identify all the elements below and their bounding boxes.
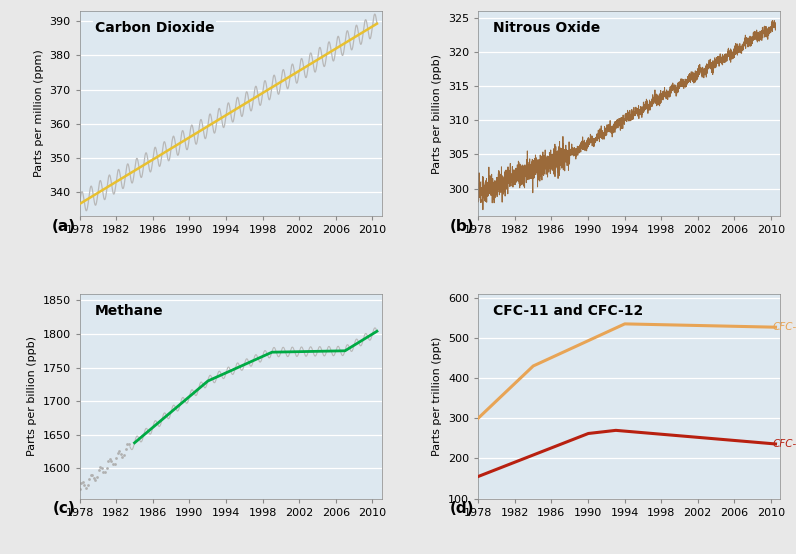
Point: [80, 483, 92, 492]
Point: [94, 462, 107, 471]
Point: [78, 481, 91, 490]
Point: [73, 484, 86, 493]
Text: Nitrous Oxide: Nitrous Oxide: [494, 21, 600, 35]
Text: Methane: Methane: [95, 304, 163, 318]
Point: [119, 445, 132, 454]
Point: [121, 440, 134, 449]
Point: [102, 457, 115, 466]
Point: [123, 440, 135, 449]
Point: [108, 459, 121, 468]
Point: [105, 457, 118, 466]
Text: CFC-11 and CFC-12: CFC-11 and CFC-12: [494, 304, 643, 318]
Point: [116, 453, 129, 461]
Point: [100, 463, 113, 472]
Point: [76, 478, 89, 486]
Text: (c): (c): [53, 501, 76, 516]
Point: [88, 474, 100, 483]
Text: CFC-11: CFC-11: [773, 439, 796, 449]
Point: [110, 454, 123, 463]
Point: [81, 481, 94, 490]
Point: [91, 472, 103, 481]
Point: [107, 460, 119, 469]
Text: (d): (d): [450, 501, 474, 516]
Point: [83, 475, 96, 484]
Y-axis label: Parts per billion (ppb): Parts per billion (ppb): [432, 54, 443, 173]
Point: [113, 447, 126, 456]
Point: [115, 450, 127, 459]
Point: [92, 466, 105, 475]
Point: [86, 470, 99, 479]
Point: [75, 479, 88, 488]
Point: [84, 470, 97, 479]
Point: [97, 467, 110, 476]
Text: (a): (a): [52, 219, 76, 234]
Point: [103, 454, 116, 463]
Y-axis label: Parts per million (ppm): Parts per million (ppm): [34, 50, 44, 177]
Text: Carbon Dioxide: Carbon Dioxide: [95, 21, 214, 35]
Point: [118, 451, 131, 460]
Text: CFC-12: CFC-12: [773, 322, 796, 332]
Point: [99, 468, 111, 476]
Point: [89, 475, 102, 484]
Point: [111, 448, 124, 457]
Y-axis label: Parts per billion (ppb): Parts per billion (ppb): [27, 336, 37, 456]
Point: [96, 464, 108, 473]
Text: (b): (b): [450, 219, 474, 234]
Y-axis label: Parts per trillion (ppt): Parts per trillion (ppt): [432, 336, 443, 456]
